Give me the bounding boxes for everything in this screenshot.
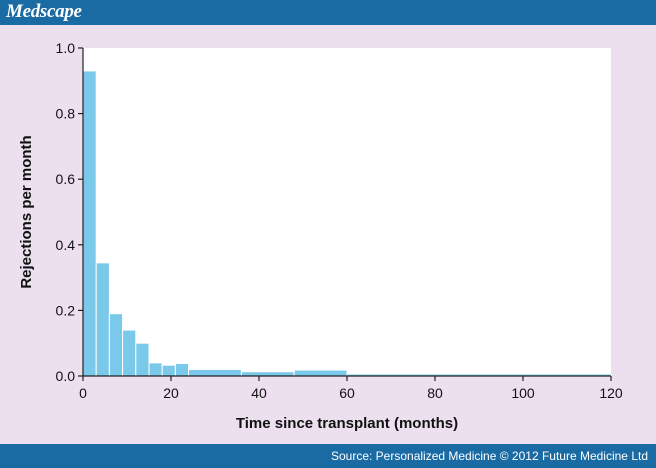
bar-3 (122, 329, 137, 377)
x-ticks-group: 0 20 40 60 80 100 120 (79, 376, 623, 401)
source-credit: Source: Personalized Medicine © 2012 Fut… (330, 449, 648, 463)
plot-area (83, 48, 611, 376)
medscape-logo[interactable]: Medscape (6, 1, 82, 22)
header-bar: Medscape (0, 0, 656, 25)
bar-6 (161, 364, 176, 377)
y-axis-title: Rejections per month (18, 135, 35, 288)
bar-0 (82, 70, 97, 377)
x-tick-label-5: 100 (511, 385, 535, 401)
bar-9 (240, 371, 295, 377)
x-axis-title: Time since transplant (months) (236, 415, 458, 432)
footer-bar: Source: Personalized Medicine © 2012 Fut… (0, 444, 656, 468)
bar-7 (174, 363, 190, 377)
x-tick-label-2: 40 (251, 385, 267, 401)
y-tick-label-3: 0.6 (56, 171, 76, 187)
bar-2 (108, 313, 124, 377)
y-ticks-group: 0.0 0.2 0.4 0.6 0.8 1.0 (56, 40, 83, 384)
x-tick-label-1: 20 (163, 385, 179, 401)
histogram-chart: 0 20 40 60 80 100 120 0.0 0.2 0.4 0.6 0.8 1.0 Time … (18, 40, 623, 432)
y-tick-label-4: 0.8 (56, 106, 76, 122)
bar-1 (95, 262, 110, 377)
bars-group (82, 70, 612, 377)
y-tick-label-5: 1.0 (56, 40, 76, 56)
x-tick-label-4: 80 (427, 385, 443, 401)
y-tick-label-2: 0.4 (56, 237, 76, 253)
y-tick-label-0: 0.0 (56, 368, 76, 384)
bar-8 (188, 368, 242, 377)
x-tick-label-3: 60 (339, 385, 355, 401)
bar-5 (148, 362, 163, 377)
bar-4 (135, 342, 150, 377)
x-tick-label-0: 0 (79, 385, 87, 401)
x-tick-label-6: 120 (599, 385, 623, 401)
bar-10 (293, 369, 348, 377)
y-tick-label-1: 0.2 (56, 302, 76, 318)
